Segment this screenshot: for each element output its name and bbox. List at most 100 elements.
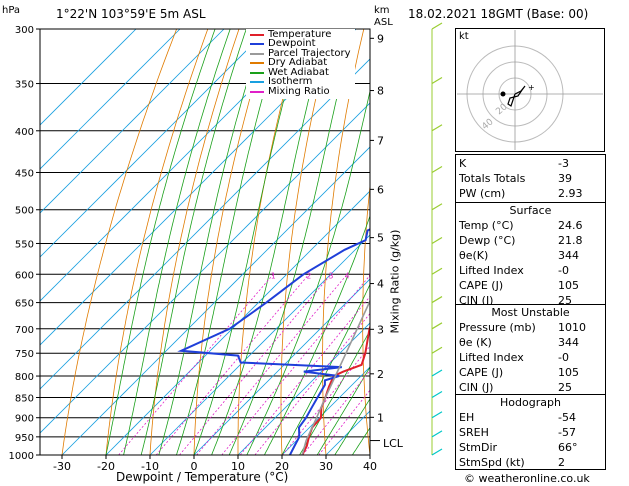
wet-adiabat [176, 29, 283, 455]
wind-barb [431, 203, 443, 211]
index-label: Lifted Index [459, 264, 524, 277]
y-tick-label: 750 [15, 349, 34, 360]
mixing-ratio-value-label: 3 [329, 271, 334, 280]
y-tick-label: 500 [15, 206, 34, 217]
y-tick-label: 450 [15, 168, 34, 179]
index-value: 2.93 [558, 187, 583, 200]
isotherm [40, 102, 370, 434]
wind-barb [431, 390, 443, 399]
legend-swatch [250, 62, 264, 65]
most-unstable-title: Most Unstable [491, 306, 570, 319]
wind-barbs [431, 22, 443, 456]
wind-barb [431, 369, 443, 377]
hodograph-storm-label: + [528, 83, 535, 92]
most-unstable-box: Most Unstable Pressure (mb) 1010 θe (K) 344… [455, 304, 606, 395]
legend-label: Temperature [268, 28, 332, 40]
index-row: Temp (°C) 24.6 [456, 218, 605, 233]
index-value: 39 [558, 172, 572, 185]
legend-label: Wet Adiabat [268, 66, 329, 78]
index-row: Dewp (°C) 21.8 [456, 233, 605, 248]
index-row: CIN (J) 25 [456, 380, 605, 395]
dry-adiabat [61, 29, 177, 455]
y-tick-label: 850 [15, 393, 34, 404]
index-label: Temp (°C) [459, 219, 514, 232]
wind-barb [431, 124, 443, 132]
legend-swatch [250, 71, 264, 74]
y-tick-label: 350 [15, 80, 34, 91]
index-value: 25 [558, 381, 572, 394]
index-value: 2 [558, 456, 565, 469]
km-tick-label: 9 [377, 32, 384, 45]
index-value: 344 [558, 336, 579, 349]
index-value: -54 [558, 411, 576, 424]
mixing-ratio-value-label: 20 [442, 271, 452, 280]
legend-entry: Wet Adiabat [250, 66, 351, 78]
y-tick-label: 550 [15, 239, 34, 250]
hodograph-unit: kt [459, 31, 469, 42]
index-row: Lifted Index -0 [456, 263, 605, 278]
mixing-ratio-axis-title: Mixing Ratio (g/kg) [388, 229, 402, 334]
wind-barb [431, 346, 443, 354]
series-line-dewpoint [177, 228, 370, 455]
x-tick-label: -10 [141, 460, 159, 473]
wet-adiabat [281, 283, 370, 455]
x-tick-label: 20 [275, 460, 289, 473]
isotherm [40, 29, 181, 170]
series-line-parcel-trajectory [301, 299, 370, 455]
most-unstable-table: Pressure (mb) 1010 θe (K) 344 Lifted Index -0… [456, 320, 605, 395]
y-tick-label: 600 [15, 270, 34, 281]
index-row: CAPE (J) 105 [456, 278, 605, 293]
index-value: 1010 [558, 321, 586, 334]
index-value: -0 [558, 264, 569, 277]
legend-entry: Dry Adiabat [250, 58, 351, 69]
legend-swatch [250, 33, 264, 36]
index-label: PW (cm) [459, 187, 506, 200]
km-unit-label: km [374, 5, 390, 16]
hodograph-trace [507, 85, 526, 107]
surface-title: Surface [509, 204, 552, 217]
index-row: Lifted Index -0 [456, 350, 605, 365]
plot-frame [39, 28, 371, 456]
isotherm [237, 322, 370, 455]
index-row: K -3 [456, 156, 605, 171]
km-tick-label: 8 [377, 85, 384, 98]
legend: Temperature Dewpoint Parcel Trajectory Dry … [246, 29, 355, 99]
wet-adiabat [334, 398, 370, 455]
index-row: θe (K) 344 [456, 335, 605, 350]
hpa-unit-label: hPa [2, 5, 21, 16]
index-label: θe(K) [459, 249, 489, 262]
isotherm [281, 366, 370, 455]
y-tick-label: 950 [15, 433, 34, 444]
km-tick-label: 7 [377, 134, 384, 147]
index-label: Lifted Index [459, 351, 524, 364]
y-tick-label: 300 [15, 25, 34, 36]
index-row: Totals Totals 39 [456, 171, 605, 186]
index-label: θe (K) [459, 336, 492, 349]
x-tick-label: 10 [231, 460, 245, 473]
mixing-ratio-line [254, 312, 370, 455]
indices-table: K -3 Totals Totals 39 PW (cm) 2.93 [456, 156, 605, 201]
mixing-ratio-line [118, 274, 274, 455]
mixing-ratio-value-label: 6 [368, 271, 373, 280]
hodograph-title: Hodograph [500, 396, 561, 409]
dry-adiabat [322, 29, 365, 455]
legend-label: Parcel Trajectory [268, 47, 351, 59]
km-tick-label: 5 [377, 232, 384, 245]
dry-adiabat [280, 29, 333, 455]
wind-barb [431, 448, 443, 456]
y-tick-label: 650 [15, 299, 34, 310]
index-label: Dewp (°C) [459, 234, 516, 247]
index-label: CIN (J) [459, 294, 494, 307]
wet-adiabat [158, 29, 264, 455]
index-label: StmDir [459, 441, 498, 454]
mixing-ratio-line [239, 295, 370, 455]
legend-swatch [250, 43, 264, 46]
mixing-ratio-value-label: 2 [307, 271, 312, 280]
hodograph-table: EH -54 SREH -57 StmDir 66° StmSpd (kt) 2 [456, 410, 605, 470]
legend-label: Isotherm [268, 76, 313, 88]
wind-barb [431, 22, 443, 30]
index-label: CIN (J) [459, 381, 494, 394]
background-grid [40, 29, 370, 455]
index-row: CAPE (J) 105 [456, 365, 605, 380]
index-value: 105 [558, 279, 579, 292]
